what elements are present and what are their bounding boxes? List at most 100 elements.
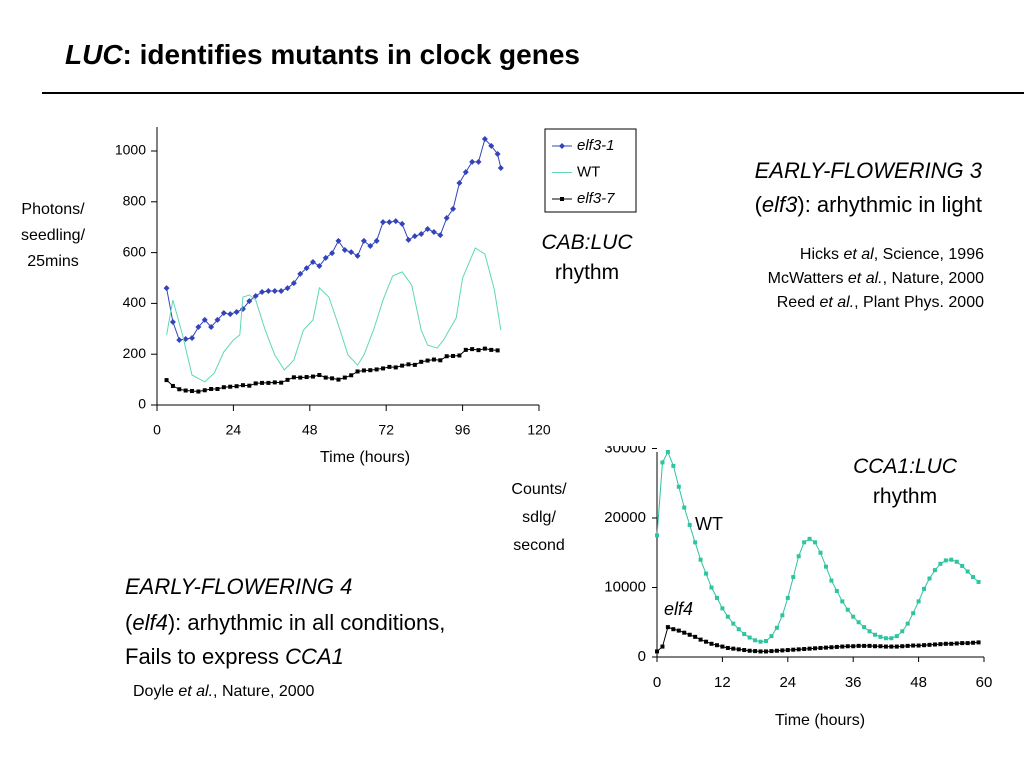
- point: [240, 383, 245, 388]
- point: [164, 378, 169, 383]
- point: [965, 641, 970, 646]
- annotation-part: Doyle: [133, 683, 178, 700]
- x-axis-label: Time (hours): [320, 449, 410, 466]
- annotation: rhythm: [555, 261, 619, 284]
- point: [954, 641, 959, 646]
- point: [960, 641, 965, 646]
- annotation-part: ): arhythmic in all conditions,: [168, 610, 446, 635]
- point: [349, 373, 354, 378]
- point: [856, 643, 861, 648]
- y-tick-label: 10000: [604, 578, 646, 595]
- x-tick-label: 96: [455, 422, 471, 438]
- point: [380, 219, 387, 226]
- point: [796, 647, 801, 652]
- point: [252, 293, 259, 300]
- series-line: [166, 247, 502, 383]
- point: [862, 643, 867, 648]
- point: [818, 645, 823, 650]
- point: [163, 285, 170, 292]
- series-label: elf4: [664, 599, 693, 619]
- point: [412, 362, 417, 367]
- point: [329, 250, 336, 257]
- point: [889, 636, 894, 641]
- point: [450, 205, 457, 212]
- slide-title-part: LUC: [65, 39, 123, 70]
- point: [714, 643, 719, 648]
- point: [177, 387, 182, 392]
- point: [265, 287, 272, 294]
- annotation-part: CAB:LUC: [541, 231, 633, 254]
- point: [834, 588, 839, 593]
- point: [911, 611, 916, 616]
- point: [497, 165, 504, 172]
- point: [676, 484, 681, 489]
- point: [900, 644, 905, 649]
- point: [834, 644, 839, 649]
- point: [425, 358, 430, 363]
- point: [399, 220, 406, 227]
- annotation: CAB:LUC: [541, 231, 633, 254]
- point: [374, 367, 379, 372]
- point: [660, 644, 665, 649]
- point: [698, 557, 703, 562]
- point: [323, 375, 328, 380]
- x-tick-label: 72: [378, 422, 394, 438]
- point: [720, 644, 725, 649]
- point: [889, 644, 894, 649]
- point: [341, 247, 348, 254]
- point: [873, 644, 877, 649]
- point: [335, 237, 342, 244]
- point: [322, 254, 329, 261]
- point: [818, 550, 823, 555]
- point: [736, 627, 741, 632]
- point: [927, 576, 932, 581]
- point: [682, 505, 687, 510]
- point: [355, 369, 360, 374]
- x-tick-label: 0: [653, 674, 661, 691]
- point: [348, 249, 355, 256]
- point: [253, 381, 258, 386]
- point: [298, 375, 303, 380]
- point: [373, 237, 380, 244]
- point: [714, 595, 719, 600]
- point: [406, 362, 411, 367]
- point: [309, 258, 316, 265]
- point: [932, 568, 937, 573]
- point: [965, 569, 970, 574]
- x-tick-label: 60: [976, 674, 993, 691]
- legend-marker: [560, 197, 564, 201]
- point: [272, 380, 277, 385]
- point: [845, 607, 850, 612]
- y-tick-label: 600: [123, 243, 147, 259]
- y-axis-label: Counts/: [511, 481, 567, 498]
- annotation-part: , Nature, 2000: [213, 683, 315, 700]
- point: [682, 630, 687, 635]
- point: [400, 363, 405, 368]
- point: [336, 377, 341, 382]
- slide-title: LUC: identifies mutants in clock genes: [65, 39, 580, 70]
- point: [291, 375, 296, 380]
- point: [476, 348, 481, 353]
- chart-cca1: 0 10000 20000 30000 0 12 24 36 48 60: [604, 446, 993, 691]
- x-axis-label: Time (hours): [775, 712, 865, 729]
- point: [284, 285, 291, 292]
- annotation-part: CCA1: [285, 644, 344, 669]
- point: [655, 649, 659, 654]
- point: [215, 386, 220, 391]
- y-tick-label: 20000: [604, 509, 646, 526]
- series-line: [656, 626, 979, 652]
- point: [731, 621, 736, 626]
- point: [960, 563, 965, 568]
- annotation: Reed et al., Plant Phys. 2000: [777, 294, 984, 311]
- y-tick-label: 800: [123, 193, 147, 209]
- texts: LUC: identifies mutants in clock genes CA…: [21, 39, 984, 729]
- point: [873, 632, 877, 637]
- annotation: (elf3): arhythmic in light: [755, 192, 982, 217]
- point: [976, 640, 981, 645]
- annotation-part: Hicks: [800, 246, 844, 263]
- y-tick-label: 400: [123, 294, 147, 310]
- point: [954, 559, 959, 564]
- point: [840, 599, 845, 604]
- point: [971, 640, 976, 645]
